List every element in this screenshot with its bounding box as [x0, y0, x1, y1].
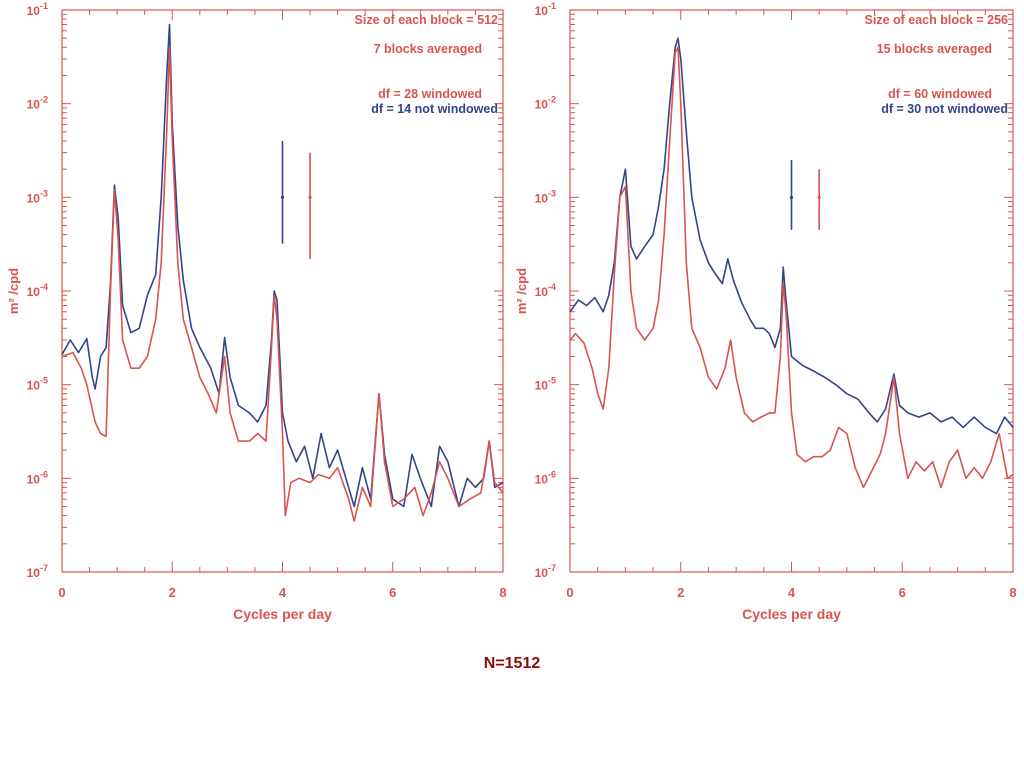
y-tick-exponent: -1: [548, 1, 556, 11]
y-tick-label: 10-1: [535, 1, 556, 18]
x-tick-label: 4: [279, 585, 287, 600]
x-axis-label: Cycles per day: [233, 606, 332, 622]
y-tick-label: 10-7: [27, 563, 48, 580]
blocks-averaged-annotation: 15 blocks averaged: [877, 42, 992, 56]
y-tick-exponent: -4: [548, 282, 556, 292]
y-tick-label: 10-7: [535, 563, 556, 580]
y-tick-base: 10: [535, 472, 549, 486]
error-bar-center: [817, 195, 821, 199]
y-tick-label: 10-4: [27, 282, 48, 299]
df-windowed-annotation: df = 60 windowed: [888, 87, 992, 101]
y-axis-label: m² /cpd: [514, 268, 529, 314]
x-tick-label: 6: [899, 585, 906, 600]
x-tick-label: 0: [566, 585, 573, 600]
x-tick-label: 6: [389, 585, 396, 600]
y-tick-base: 10: [535, 285, 549, 299]
x-tick-label: 4: [788, 585, 796, 600]
x-tick-label: 2: [169, 585, 176, 600]
y-tick-exponent: -3: [40, 188, 48, 198]
y-tick-base: 10: [27, 4, 41, 18]
df-not-windowed-annotation: df = 30 not windowed: [881, 102, 1008, 116]
y-tick-label: 10-3: [535, 188, 556, 205]
error-bar-center: [308, 195, 312, 199]
x-tick-label: 0: [58, 585, 65, 600]
blocks-averaged-annotation: 7 blocks averaged: [374, 42, 482, 56]
y-tick-label: 10-6: [535, 469, 556, 486]
series-not-windowed: [569, 37, 1014, 435]
y-tick-exponent: -3: [548, 188, 556, 198]
y-tick-base: 10: [535, 566, 549, 580]
y-tick-base: 10: [27, 379, 41, 393]
block-size-annotation: Size of each block = 256: [865, 13, 1009, 27]
y-tick-label: 10-5: [535, 376, 556, 393]
y-axis-label: m² /cpd: [6, 268, 21, 314]
y-tick-exponent: -2: [548, 95, 556, 105]
x-tick-label: 8: [499, 585, 506, 600]
y-tick-label: 10-6: [27, 469, 48, 486]
series-windowed: [61, 46, 504, 522]
left-panel: 10-710-610-510-410-310-210-10 2 4 6 8Cycles …: [6, 1, 507, 622]
y-tick-base: 10: [27, 285, 41, 299]
y-tick-exponent: -6: [548, 469, 556, 479]
y-tick-label: 10-2: [535, 95, 556, 112]
error-bar-center: [789, 195, 794, 199]
y-tick-exponent: -4: [40, 282, 48, 292]
y-tick-base: 10: [27, 566, 41, 580]
sample-size-label: N=1512: [483, 655, 541, 672]
y-tick-exponent: -7: [40, 563, 48, 573]
series-windowed: [569, 46, 1014, 489]
series-not-windowed: [61, 23, 504, 508]
df-windowed-annotation: df = 28 windowed: [378, 87, 482, 101]
y-tick-exponent: -1: [40, 1, 48, 11]
error-bar-center: [280, 195, 285, 199]
x-tick-label: 8: [1009, 585, 1016, 600]
y-tick-base: 10: [27, 472, 41, 486]
y-tick-exponent: -6: [40, 469, 48, 479]
block-size-annotation: Size of each block = 512: [355, 13, 499, 27]
y-tick-base: 10: [535, 98, 549, 112]
y-tick-label: 10-5: [27, 376, 48, 393]
y-tick-exponent: -7: [548, 563, 556, 573]
y-tick-exponent: -5: [40, 376, 48, 386]
y-tick-exponent: -5: [548, 376, 556, 386]
y-tick-base: 10: [535, 379, 549, 393]
y-tick-exponent: -2: [40, 95, 48, 105]
x-axis-label: Cycles per day: [742, 606, 841, 622]
y-tick-label: 10-2: [27, 95, 48, 112]
y-tick-label: 10-4: [535, 282, 556, 299]
right-panel: 10-710-610-510-410-310-210-10 2 4 6 8Cycles …: [514, 1, 1017, 622]
df-not-windowed-annotation: df = 14 not windowed: [371, 102, 498, 116]
y-tick-base: 10: [535, 191, 549, 205]
x-tick-label: 2: [677, 585, 684, 600]
y-tick-base: 10: [27, 191, 41, 205]
y-tick-base: 10: [535, 4, 549, 18]
y-tick-label: 10-1: [27, 1, 48, 18]
y-tick-label: 10-3: [27, 188, 48, 205]
y-tick-base: 10: [27, 98, 41, 112]
